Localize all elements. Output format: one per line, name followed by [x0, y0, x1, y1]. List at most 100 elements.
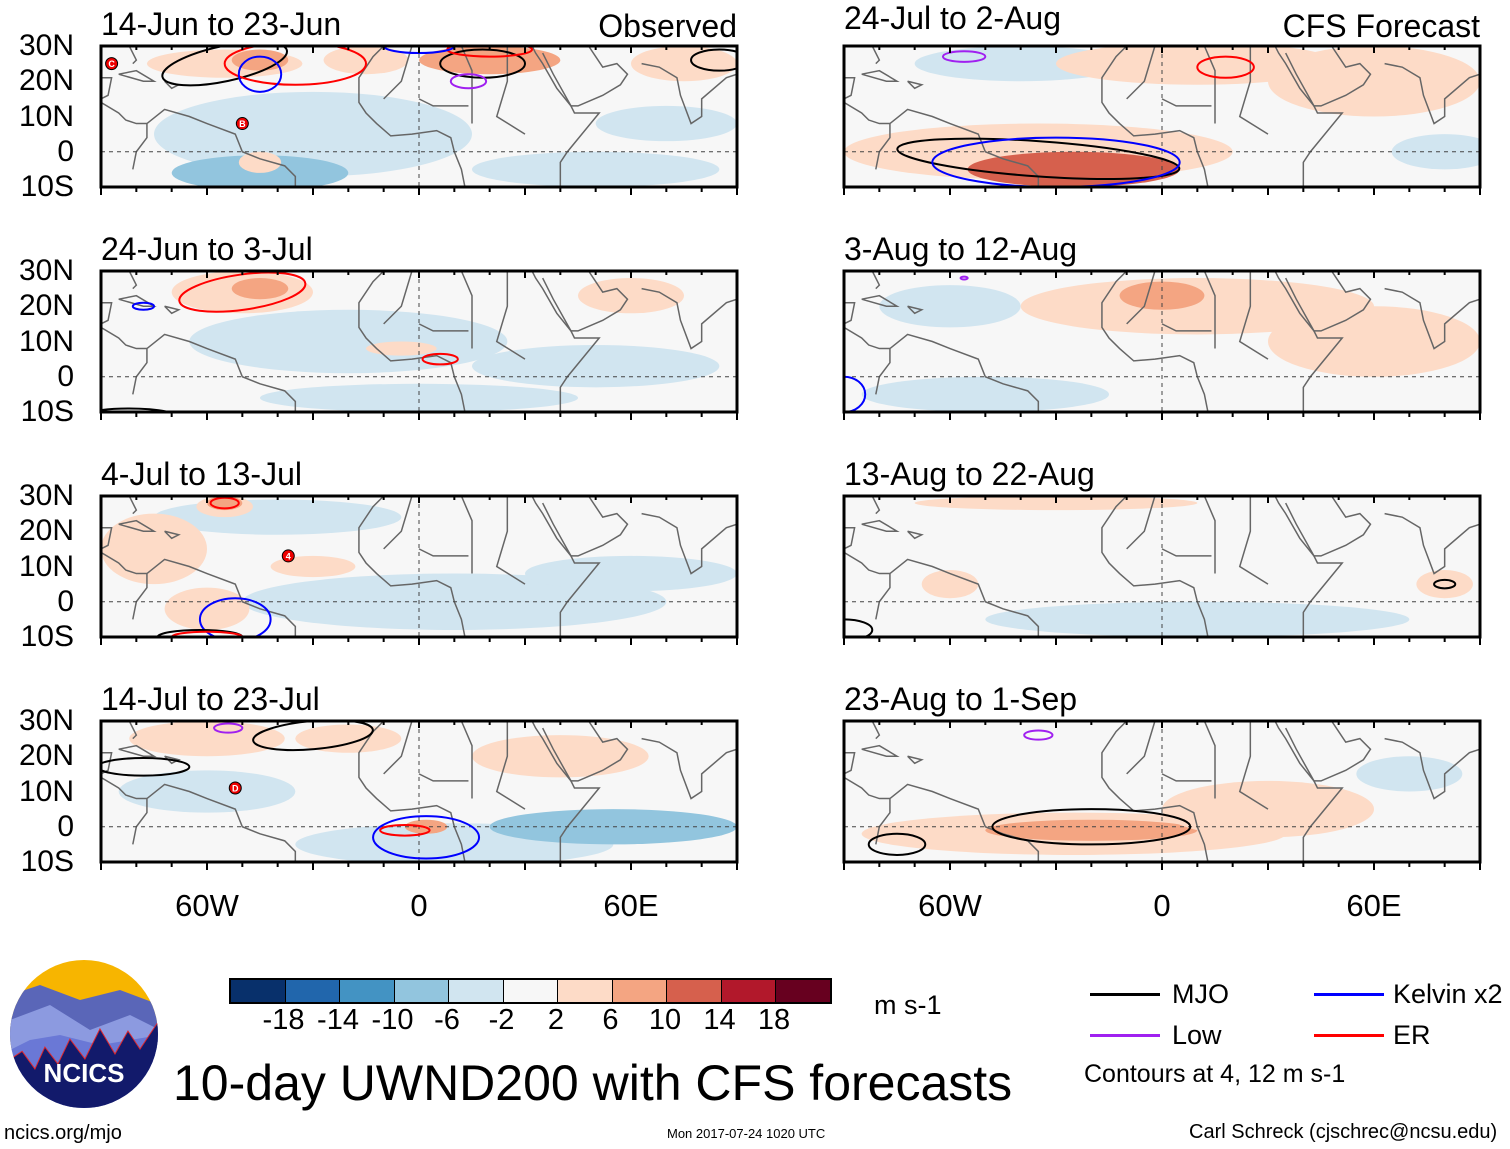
- coastline: [128, 721, 138, 740]
- anomaly-shading: [525, 555, 737, 592]
- coastline: [907, 755, 924, 765]
- coastline: [132, 558, 297, 637]
- coastline: [118, 744, 157, 757]
- coastline: [1161, 773, 1212, 782]
- longitude-label: 60E: [603, 888, 659, 923]
- coastline: [844, 76, 856, 100]
- latitude-label: 20N: [18, 739, 74, 773]
- contour-er: [178, 271, 307, 313]
- coastline: [1284, 46, 1372, 107]
- coastline: [101, 76, 113, 100]
- legend-label-low: Low: [1172, 1020, 1222, 1050]
- colorbar-swatch: [721, 980, 776, 1002]
- coastline: [861, 744, 900, 757]
- coastline: [1126, 46, 1156, 100]
- coastline: [541, 46, 629, 107]
- coastline: [418, 548, 469, 557]
- anomaly-shading: [472, 151, 720, 187]
- anomaly-shading: [231, 278, 289, 300]
- coastline: [875, 108, 1040, 187]
- anomaly-shading: [631, 46, 737, 82]
- map-panel: CB: [99, 44, 739, 195]
- coastline: [844, 526, 856, 550]
- latitude-label: 10S: [20, 170, 74, 203]
- coastline: [844, 301, 856, 325]
- ncics-logo: NCICS: [10, 960, 158, 1108]
- colorbar-tick-label: -14: [317, 1004, 359, 1036]
- anomaly-shading: [472, 735, 649, 778]
- anomaly-shading: [101, 513, 207, 585]
- coastline: [383, 271, 413, 325]
- coastline: [1284, 721, 1372, 782]
- colorbar-swatch: [285, 980, 340, 1002]
- latitude-label: 20N: [18, 289, 74, 323]
- legend-line-kelvin: [1314, 993, 1384, 996]
- anomaly-shading: [295, 724, 402, 753]
- latitude-label: 0: [57, 134, 74, 168]
- contour-kelvin: [237, 55, 283, 93]
- coastline: [541, 721, 629, 782]
- coastline: [1284, 496, 1372, 557]
- colorbar-tick-label: 14: [703, 1004, 736, 1036]
- anomaly-shading: [879, 285, 1021, 328]
- coastline: [844, 776, 890, 800]
- map-panel: 4: [99, 494, 739, 645]
- coastline: [1238, 46, 1269, 135]
- coastline: [132, 783, 297, 862]
- panel-source-label: CFS Forecast: [1282, 8, 1480, 44]
- coastline: [164, 305, 181, 315]
- contour-mjo: [1433, 578, 1457, 590]
- coastline: [1238, 496, 1269, 585]
- panel-title: 3-Aug to 12-Aug: [844, 231, 1078, 267]
- contour-kelvin: [372, 815, 481, 860]
- anomaly-shading: [1356, 756, 1463, 792]
- coastline: [1274, 496, 1344, 637]
- coastline: [907, 80, 924, 90]
- contour-kelvin: [198, 597, 272, 637]
- coastline: [541, 271, 629, 332]
- coastline: [1238, 271, 1269, 360]
- storm-marker: 4: [281, 549, 295, 563]
- coastline: [1203, 496, 1216, 574]
- coastline: [118, 519, 157, 532]
- longitude-label: 60W: [175, 888, 239, 923]
- legend-label-mjo: MJO: [1172, 979, 1229, 1009]
- anomaly-shading: [129, 721, 285, 757]
- longitude-label: 60E: [1346, 888, 1402, 923]
- contour-mjo: [896, 137, 1181, 180]
- contour-low: [941, 50, 987, 63]
- latitude-label: 30N: [18, 479, 74, 512]
- storm-label: B: [239, 119, 246, 129]
- longitude-label: 0: [1153, 888, 1171, 923]
- legend-line-mjo: [1090, 993, 1160, 996]
- latitude-label: 30N: [18, 704, 74, 737]
- coastline: [418, 773, 469, 782]
- coastline: [871, 721, 881, 740]
- colorbar-tick-label: -2: [488, 1004, 515, 1036]
- colorbar-tick-label: 6: [602, 1004, 619, 1036]
- anomaly-shading: [1268, 46, 1480, 117]
- coastline: [118, 69, 157, 82]
- colorbar-tick-label: 18: [757, 1004, 791, 1036]
- anomaly-shading: [472, 345, 720, 388]
- coastline: [101, 301, 113, 325]
- coastline: [495, 721, 526, 810]
- anomaly-shading: [1268, 306, 1480, 377]
- anomaly-shading: [1416, 570, 1473, 599]
- colorbar-tick-label: -10: [371, 1004, 414, 1036]
- coastline: [1126, 721, 1156, 775]
- anomaly-shading: [260, 383, 578, 412]
- footer-url[interactable]: ncics.org/mjo: [4, 1122, 122, 1144]
- coastline: [861, 69, 900, 82]
- coastline: [164, 530, 181, 540]
- latitude-label: 10N: [18, 324, 74, 358]
- coastline: [844, 326, 890, 350]
- footer-author: Carl Schreck (cjschrec@ncsu.edu): [1189, 1121, 1498, 1143]
- coastline: [531, 271, 601, 412]
- coastline: [132, 108, 297, 187]
- coastline: [1274, 721, 1344, 862]
- panel-title: 13-Aug to 22-Aug: [844, 456, 1095, 492]
- anomaly-shading: [985, 601, 1410, 637]
- contour-mjo: [867, 832, 927, 856]
- coastline: [871, 46, 881, 65]
